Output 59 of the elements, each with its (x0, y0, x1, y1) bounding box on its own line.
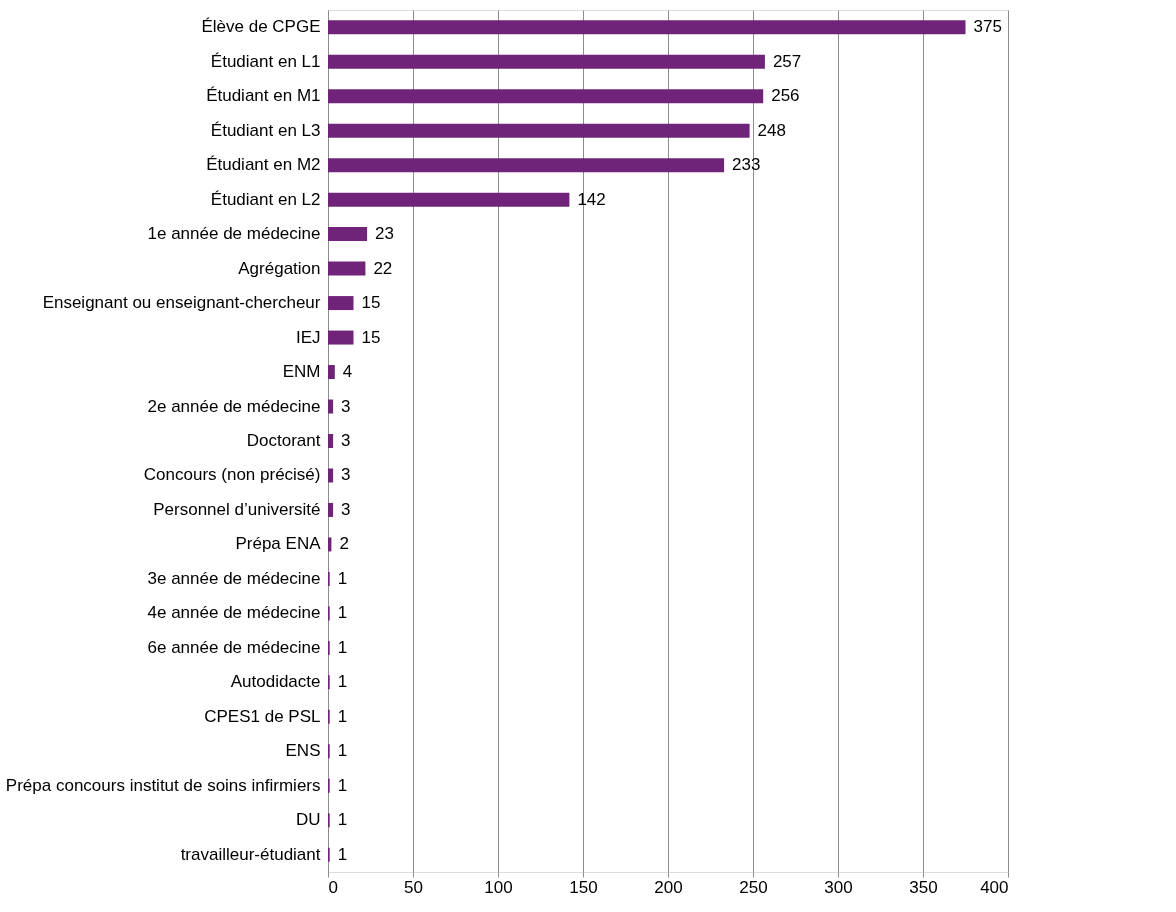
y-tick-label: 2e année de médecine (147, 396, 321, 416)
data-label: 3 (341, 396, 351, 416)
data-label: 375 (973, 17, 1002, 37)
y-tick-label: Élève de CPGE (201, 17, 321, 37)
y-tick-label: CPES1 de PSL (204, 706, 321, 726)
y-tick-label: 3e année de médecine (147, 568, 321, 588)
data-label: 1 (337, 603, 348, 623)
y-tick-label: 6e année de médecine (147, 637, 321, 657)
data-label: 3 (341, 499, 351, 519)
y-tick-label: ENM (282, 362, 321, 382)
data-label: 15 (361, 327, 381, 347)
data-label: 1 (337, 775, 348, 795)
data-label: 248 (757, 120, 786, 140)
y-tick-label: Personnel d’université (153, 499, 321, 519)
y-tick-label: Concours (non précisé) (143, 465, 321, 485)
x-tick-label: 50 (404, 877, 423, 897)
x-tick-label: 200 (654, 877, 683, 897)
data-label: 1 (337, 810, 348, 830)
y-tick-label: Enseignant ou enseignant-chercheur (42, 293, 321, 313)
data-label: 15 (361, 293, 381, 313)
x-tick-label: 0 (328, 877, 338, 897)
x-tick-label: 250 (739, 877, 768, 897)
y-tick-label: IEJ (295, 327, 321, 347)
y-tick-label: Étudiant en M2 (206, 155, 321, 175)
data-label: 1 (337, 844, 348, 864)
data-label: 1 (337, 741, 348, 761)
data-label: 1 (337, 637, 348, 657)
y-tick-label: 4e année de médecine (147, 603, 321, 623)
y-tick-label: Agrégation (238, 258, 321, 278)
y-tick-label: Autodidacte (230, 672, 321, 692)
data-label: 142 (577, 189, 606, 209)
x-tick-label: 400 (980, 877, 1009, 897)
y-tick-label: Étudiant en L3 (210, 120, 321, 140)
data-label: 2 (339, 534, 349, 554)
data-label: 256 (771, 86, 800, 106)
y-tick-label: Prépa ENA (235, 534, 322, 554)
x-tick-label: 350 (909, 877, 938, 897)
data-label: 3 (341, 431, 351, 450)
x-tick-label: 100 (484, 877, 513, 897)
y-tick-label: Étudiant en L2 (210, 189, 321, 209)
y-tick-label: Étudiant en M1 (206, 86, 321, 106)
y-tick-label: Prépa concours institut de soins infirmiers (5, 775, 321, 795)
data-label: 1 (337, 672, 348, 692)
data-label: 1 (337, 706, 348, 726)
data-label: 1 (337, 568, 348, 588)
data-label: 257 (772, 51, 802, 71)
y-tick-label: travailleur-étudiant (180, 844, 321, 864)
y-tick-label: ENS (285, 741, 321, 761)
data-label: 22 (373, 258, 393, 278)
y-tick-label: DU (295, 810, 321, 830)
data-label: 23 (375, 224, 395, 244)
data-label: 233 (732, 155, 761, 175)
y-tick-label: Doctorant (246, 431, 321, 450)
y-tick-label: 1e année de médecine (147, 224, 321, 244)
data-label: 4 (342, 362, 353, 382)
x-tick-label: 300 (824, 877, 853, 897)
data-label: 3 (341, 465, 351, 485)
y-tick-label: Étudiant en L1 (210, 51, 321, 71)
x-tick-label: 150 (569, 877, 598, 897)
